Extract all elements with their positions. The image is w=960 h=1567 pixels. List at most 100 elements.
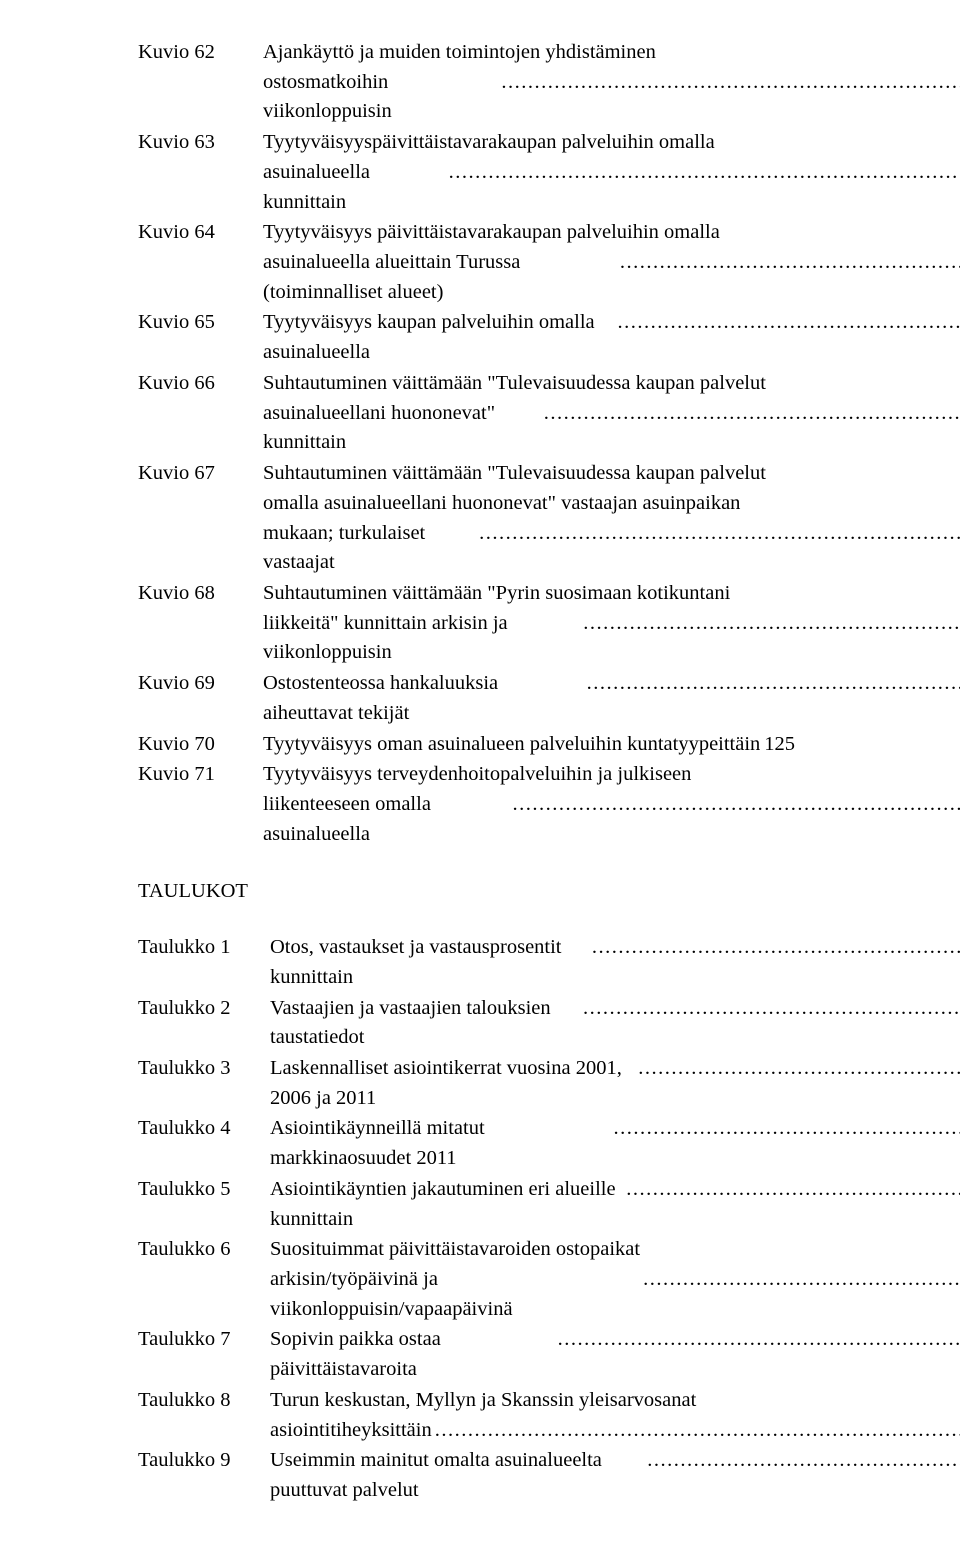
- toc-leader-dots: [580, 994, 960, 1024]
- toc-entry-description: Tyytyväisyys terveydenhoitopalveluihin j…: [263, 760, 960, 849]
- toc-entry: Taulukko 4Asiointikäynneillä mitatut mar…: [138, 1114, 872, 1173]
- toc-entry: Taulukko 7Sopivin paikka ostaa päivittäi…: [138, 1325, 872, 1384]
- toc-entry-label: Kuvio 67: [138, 459, 263, 489]
- toc-entry-text: asuinalueella alueittain Turussa (toimin…: [263, 248, 617, 307]
- toc-entry-label: Taulukko 6: [138, 1235, 270, 1265]
- toc-entry-text: Ajankäyttö ja muiden toimintojen yhdistä…: [263, 38, 960, 68]
- toc-leader-dots: [476, 519, 960, 549]
- toc-entry-text: Ostostenteossa hankaluuksia aiheuttavat …: [263, 669, 584, 728]
- toc-entry-description: Turun keskustan, Myllyn ja Skanssin ylei…: [270, 1386, 960, 1445]
- toc-entry: Kuvio 67Suhtautuminen väittämään "Tuleva…: [138, 459, 872, 578]
- toc-entry-label: Kuvio 62: [138, 38, 263, 68]
- toc-entry-label: Taulukko 9: [138, 1446, 270, 1476]
- toc-entry-label: Taulukko 3: [138, 1054, 270, 1084]
- toc-leader-dots: [640, 1265, 960, 1295]
- toc-entry: Kuvio 66Suhtautuminen väittämään "Tuleva…: [138, 369, 872, 458]
- toc-entry-label: Kuvio 71: [138, 760, 263, 790]
- toc-entry-text: Tyytyväisyys terveydenhoitopalveluihin j…: [263, 760, 960, 790]
- toc-entry-label: Kuvio 64: [138, 218, 263, 248]
- toc-entry-label: Taulukko 4: [138, 1114, 270, 1144]
- toc-leader-dots: [580, 609, 960, 639]
- toc-entry-text: Suhtautuminen väittämään "Tulevaisuudess…: [263, 459, 960, 489]
- toc-entry-text: Suhtautuminen väittämään "Pyrin suosimaa…: [263, 579, 960, 609]
- toc-leader-dots: [635, 1054, 960, 1084]
- toc-entry-label: Taulukko 8: [138, 1386, 270, 1416]
- toc-entry: Taulukko 5Asiointikäyntien jakautuminen …: [138, 1175, 872, 1234]
- toc-leader-dots: [541, 399, 960, 429]
- toc-entry-description: Otos, vastaukset ja vastausprosentit kun…: [270, 933, 960, 992]
- toc-entry-text: asiointitiheyksittäin: [270, 1416, 432, 1446]
- toc-entry-label: Kuvio 68: [138, 579, 263, 609]
- toc-entry-description: Asiointikäyntien jakautuminen eri alueil…: [270, 1175, 960, 1234]
- figure-list: Kuvio 62Ajankäyttö ja muiden toimintojen…: [138, 38, 872, 849]
- toc-entry-text: Tyytyväisyyspäivittäistavarakaupan palve…: [263, 128, 960, 158]
- toc-entry: Kuvio 70Tyytyväisyys oman asuinalueen pa…: [138, 730, 872, 760]
- toc-entry-label: Kuvio 69: [138, 669, 263, 699]
- toc-entry-description: Sopivin paikka ostaa päivittäistavaroita…: [270, 1325, 960, 1384]
- toc-entry-text: Asiointikäyntien jakautuminen eri alueil…: [270, 1175, 623, 1234]
- toc-leader-dots: [644, 1446, 960, 1476]
- toc-entry-text: Suosituimmat päivittäistavaroiden ostopa…: [270, 1235, 960, 1265]
- toc-entry: Taulukko 9Useimmin mainitut omalta asuin…: [138, 1446, 872, 1505]
- toc-leader-dots: [555, 1325, 960, 1355]
- toc-entry-text: Sopivin paikka ostaa päivittäistavaroita: [270, 1325, 555, 1384]
- toc-entry-page: 125: [760, 730, 795, 760]
- toc-entry-label: Kuvio 63: [138, 128, 263, 158]
- table-list: Taulukko 1Otos, vastaukset ja vastauspro…: [138, 933, 872, 1506]
- toc-entry-description: Ostostenteossa hankaluuksia aiheuttavat …: [263, 669, 960, 728]
- toc-entry: Kuvio 65Tyytyväisyys kaupan palveluihin …: [138, 308, 872, 367]
- toc-entry-description: Laskennalliset asiointikerrat vuosina 20…: [270, 1054, 960, 1113]
- toc-entry-description: Suosituimmat päivittäistavaroiden ostopa…: [270, 1235, 960, 1324]
- toc-entry: Kuvio 64Tyytyväisyys päivittäistavarakau…: [138, 218, 872, 307]
- toc-entry: Kuvio 69Ostostenteossa hankaluuksia aihe…: [138, 669, 872, 728]
- toc-leader-dots: [446, 158, 960, 188]
- toc-entry-text: Tyytyväisyys oman asuinalueen palveluihi…: [263, 730, 760, 760]
- toc-leader-dots: [615, 308, 960, 338]
- toc-leader-dots: [498, 68, 960, 98]
- toc-entry: Taulukko 6Suosituimmat päivittäistavaroi…: [138, 1235, 872, 1324]
- section-heading-taulukot: TAULUKOT: [138, 877, 872, 907]
- toc-entry-description: Tyytyväisyys kaupan palveluihin omalla a…: [263, 308, 960, 367]
- toc-entry-description: Suhtautuminen väittämään "Pyrin suosimaa…: [263, 579, 960, 668]
- toc-entry-description: Tyytyväisyys päivittäistavarakaupan palv…: [263, 218, 960, 307]
- toc-entry: Taulukko 2Vastaajien ja vastaajien talou…: [138, 994, 872, 1053]
- toc-entry-description: Useimmin mainitut omalta asuinalueelta p…: [270, 1446, 960, 1505]
- toc-entry-text: Tyytyväisyys kaupan palveluihin omalla a…: [263, 308, 615, 367]
- toc-entry-text: omalla asuinalueellani huononevat" vasta…: [263, 489, 960, 519]
- toc-leader-dots: [623, 1175, 960, 1205]
- toc-entry: Taulukko 3Laskennalliset asiointikerrat …: [138, 1054, 872, 1113]
- toc-entry-description: Tyytyväisyys oman asuinalueen palveluihi…: [263, 730, 872, 760]
- toc-entry-text: arkisin/työpäivinä ja viikonloppuisin/va…: [270, 1265, 640, 1324]
- toc-entry: Taulukko 8Turun keskustan, Myllyn ja Ska…: [138, 1386, 872, 1445]
- toc-entry: Kuvio 71Tyytyväisyys terveydenhoitopalve…: [138, 760, 872, 849]
- toc-leader-dots: [589, 933, 960, 963]
- toc-leader-dots: [510, 790, 960, 820]
- toc-entry-text: Asiointikäynneillä mitatut markkinaosuud…: [270, 1114, 610, 1173]
- toc-entry-text: liikkeitä" kunnittain arkisin ja viikonl…: [263, 609, 580, 668]
- toc-entry-description: Suhtautuminen väittämään "Tulevaisuudess…: [263, 459, 960, 578]
- toc-leader-dots: [432, 1416, 960, 1446]
- toc-entry-text: asuinalueellani huononevat" kunnittain: [263, 399, 541, 458]
- toc-entry-label: Taulukko 5: [138, 1175, 270, 1205]
- toc-entry-description: Ajankäyttö ja muiden toimintojen yhdistä…: [263, 38, 960, 127]
- toc-entry-label: Kuvio 65: [138, 308, 263, 338]
- toc-entry-text: Otos, vastaukset ja vastausprosentit kun…: [270, 933, 589, 992]
- toc-entry-text: Laskennalliset asiointikerrat vuosina 20…: [270, 1054, 635, 1113]
- toc-entry: Kuvio 62Ajankäyttö ja muiden toimintojen…: [138, 38, 872, 127]
- toc-leader-dots: [617, 248, 960, 278]
- toc-entry-text: ostosmatkoihin viikonloppuisin: [263, 68, 498, 127]
- toc-leader-dots: [610, 1114, 960, 1144]
- toc-leader-dots: [584, 669, 960, 699]
- toc-entry: Kuvio 68Suhtautuminen väittämään "Pyrin …: [138, 579, 872, 668]
- toc-entry-text: Suhtautuminen väittämään "Tulevaisuudess…: [263, 369, 960, 399]
- toc-entry: Kuvio 63Tyytyväisyyspäivittäistavarakaup…: [138, 128, 872, 217]
- toc-entry-label: Kuvio 70: [138, 730, 263, 760]
- toc-entry-text: asuinalueella kunnittain: [263, 158, 446, 217]
- toc-entry-text: Turun keskustan, Myllyn ja Skanssin ylei…: [270, 1386, 960, 1416]
- toc-entry: Taulukko 1Otos, vastaukset ja vastauspro…: [138, 933, 872, 992]
- toc-entry-description: Tyytyväisyyspäivittäistavarakaupan palve…: [263, 128, 960, 217]
- toc-entry-text: Vastaajien ja vastaajien talouksien taus…: [270, 994, 580, 1053]
- toc-entry-label: Taulukko 2: [138, 994, 270, 1024]
- toc-entry-label: Taulukko 1: [138, 933, 270, 963]
- toc-entry-text: liikenteeseen omalla asuinalueella: [263, 790, 510, 849]
